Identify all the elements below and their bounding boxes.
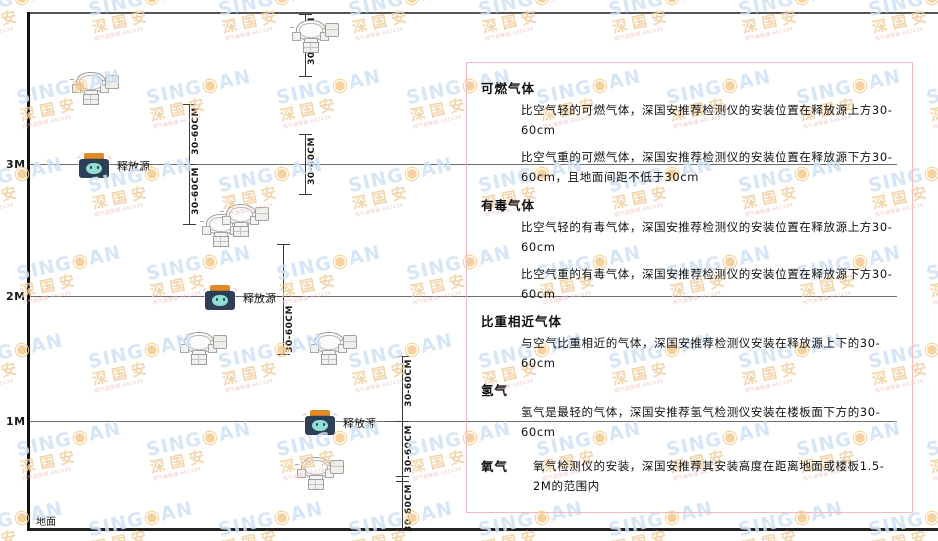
release-source-label: 释放源 — [117, 160, 150, 173]
level-line-1m — [27, 421, 897, 422]
dimension-tick — [299, 194, 312, 195]
dimension-label-above-1m: 30-60CM — [404, 359, 414, 407]
dimension-line-1m — [402, 356, 403, 531]
dimension-tick — [299, 76, 312, 77]
guideline-section-title: 地面 — [481, 508, 898, 512]
guideline-section: 比重相近气体与空气比重相近的气体，深国安推荐检测仪安装在释放源上下的30-60c… — [481, 311, 898, 373]
dimension-tick — [396, 421, 409, 422]
ground-line — [27, 528, 938, 531]
guideline-section-title: 可燃气体 — [481, 81, 536, 96]
dimension-tick — [299, 134, 312, 135]
guideline-section-title: 有毒气体 — [481, 197, 536, 213]
gas-detector-icon — [218, 202, 270, 237]
dimension-tick — [183, 224, 196, 225]
guideline-section-title: 氧气 — [481, 458, 509, 474]
dimension-label-3m-right: 30-60CM — [307, 137, 317, 185]
gas-detector-icon — [288, 18, 340, 53]
dimension-line-2m — [283, 244, 284, 354]
guideline-section: 有毒气体比空气轻的有毒气体，深国安推荐检测仪的安装位置在释放源上方30-60cm… — [481, 195, 898, 305]
guideline-section-title: 比重相近气体 — [481, 314, 563, 329]
level-label-1m: 1M — [6, 415, 26, 428]
dimension-label-above-3m: 30-60CM — [191, 107, 201, 155]
dimension-tick — [299, 14, 312, 15]
vertical-axis — [27, 12, 30, 531]
level-line-2m — [27, 296, 897, 297]
leader-line-1m — [385, 421, 405, 422]
guideline-section: 氧气 氧气检测仪的安装，深国安推荐其安装高度在距离地面或楼板1.5-2M的范围内 — [481, 450, 898, 503]
guideline-section-title: 氢气 — [481, 383, 509, 399]
dimension-tick — [396, 481, 409, 482]
dimension-line-3m-right — [305, 134, 306, 194]
installation-guidelines-panel: 可燃气体比空气轻的可燃气体，深国安推荐检测仪的安装位置在释放源上方30-60cm… — [466, 62, 913, 513]
release-source-label: 释放源 — [343, 417, 376, 430]
guideline-paragraph: 氢气是最轻的气体，深国安推荐氢气检测仪安装在楼板面下方的30-60cm — [521, 405, 881, 440]
level-line-3m — [27, 164, 897, 165]
gas-detector-icon — [68, 70, 120, 105]
dimension-tick — [396, 356, 409, 357]
guideline-paragraph: 比空气轻的有毒气体，深国安推荐检测仪的安装位置在释放源上方30-60cm — [521, 219, 893, 254]
dimension-label-below-3m: 30-60CM — [191, 167, 201, 215]
dimension-label-below-2m: 30-60CM — [285, 305, 295, 353]
dimension-tick — [277, 354, 290, 355]
guideline-paragraph: 比空气轻的可燃气体，深国安推荐检测仪的安装位置在释放源上方30-60cm — [521, 103, 893, 138]
dimension-tick — [277, 296, 290, 297]
ceiling-line — [27, 12, 938, 14]
guideline-section: 氢气 氢气是最轻的气体，深国安推荐氢气检测仪安装在楼板面下方的30-60cm — [481, 380, 898, 442]
gas-detector-icon — [306, 330, 358, 365]
guideline-paragraph: 比空气重的有毒气体，深国安推荐检测仪的安装位置在释放源下方30-60cm — [521, 266, 893, 301]
dimension-tick — [277, 244, 290, 245]
dimension-label-ground: 30-60CM — [404, 484, 414, 532]
dimension-tick — [183, 164, 196, 165]
dimension-tick — [396, 476, 409, 477]
dimension-label-mid-1m: 30-60CM — [404, 425, 414, 473]
gas-detector-icon — [293, 455, 345, 490]
level-label-3m: 3M — [6, 158, 26, 171]
release-source-icon — [303, 409, 337, 435]
guideline-section: 地面检测仪地面间距，深国安推荐在30-60cm，且不得小于30cm，因为过低容易… — [481, 508, 898, 512]
guideline-paragraph: 与空气比重相近的气体，深国安推荐检测仪安装在释放源上下的30-60cm — [521, 336, 881, 371]
gas-detector-icon — [176, 330, 228, 365]
level-label-2m: 2M — [6, 290, 26, 303]
leader-line-2m — [285, 296, 303, 297]
guideline-paragraph: 氧气检测仪的安装，深国安推荐其安装高度在距离地面或楼板1.5-2M的范围内 — [533, 458, 885, 493]
release-source-icon — [77, 152, 111, 178]
release-source-icon — [203, 284, 237, 310]
ground-label: 地面 — [36, 517, 56, 528]
guideline-paragraph: 比空气重的可燃气体，深国安推荐检测仪的安装位置在释放源下方30-60cm，且地面… — [521, 150, 893, 185]
dimension-tick — [183, 104, 196, 105]
release-source-label: 释放源 — [243, 292, 276, 305]
guideline-section: 可燃气体比空气轻的可燃气体，深国安推荐检测仪的安装位置在释放源上方30-60cm… — [481, 78, 898, 188]
